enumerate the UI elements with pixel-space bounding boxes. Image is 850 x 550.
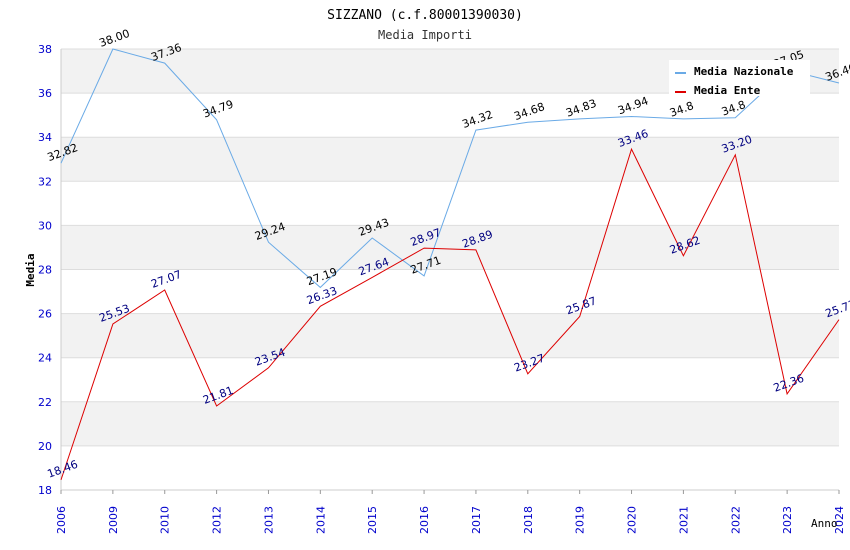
y-tick-label: 30 [38, 219, 52, 232]
x-tick-label: 2017 [470, 506, 483, 534]
series-line-media-ente [60, 147, 840, 481]
grid-bands [60, 48, 839, 491]
series-lines [60, 48, 840, 481]
x-tick-label: 2006 [55, 506, 68, 534]
grid-band [61, 357, 839, 402]
y-axis-label: Media [24, 253, 37, 286]
grid-band [61, 225, 839, 270]
x-tick-label: 2023 [781, 506, 794, 534]
grid-band [61, 93, 839, 138]
y-tick-label: 20 [38, 440, 52, 453]
y-tick-label: 18 [38, 484, 52, 497]
legend: Media Nazionale Media Ente [669, 60, 810, 97]
grid-band [61, 269, 839, 314]
y-tick-label: 28 [38, 264, 52, 277]
x-tick-label: 2014 [314, 506, 327, 534]
legend-label: Media Nazionale [694, 65, 794, 78]
x-tick-label: 2022 [729, 506, 742, 534]
chart-title: SIZZANO (c.f.80001390030) [327, 8, 523, 23]
grid-band [61, 137, 839, 182]
legend-label: Media Ente [694, 84, 761, 97]
x-tick-label: 2015 [366, 506, 379, 534]
x-tick-label: 2019 [574, 506, 587, 534]
x-tick-label: 2018 [522, 506, 535, 534]
y-tick-label: 24 [38, 352, 52, 365]
x-tick-label: 2013 [262, 506, 275, 534]
x-tick-label: 2012 [211, 506, 224, 534]
y-tick-label: 22 [38, 396, 52, 409]
x-tick-label: 2020 [626, 506, 639, 534]
y-tick-label: 38 [38, 43, 52, 56]
legend-box [669, 60, 810, 96]
grid-band [61, 401, 839, 446]
grid-band [61, 445, 839, 490]
x-tick-label: 2021 [677, 506, 690, 534]
y-tick-label: 36 [38, 87, 52, 100]
y-axis: 18 20 22 24 26 28 30 32 34 36 38 [38, 43, 52, 497]
x-tick-label: 2009 [107, 506, 120, 534]
series-line-media-nazionale [60, 48, 840, 289]
y-tick-label: 32 [38, 175, 52, 188]
x-axis-label: Anno [811, 517, 838, 530]
chart-subtitle: Media Importi [378, 28, 472, 42]
x-axis: 2006 2009 2010 2012 2013 2014 2015 2016 2017 2018… [55, 490, 846, 534]
grid-band [61, 313, 839, 358]
x-tick-label: 2016 [418, 506, 431, 534]
y-tick-label: 34 [38, 131, 52, 144]
x-tick-label: 2024 [833, 506, 846, 534]
x-tick-label: 2010 [159, 506, 172, 534]
data-label: 38.00 [97, 27, 131, 50]
y-tick-label: 26 [38, 308, 52, 321]
